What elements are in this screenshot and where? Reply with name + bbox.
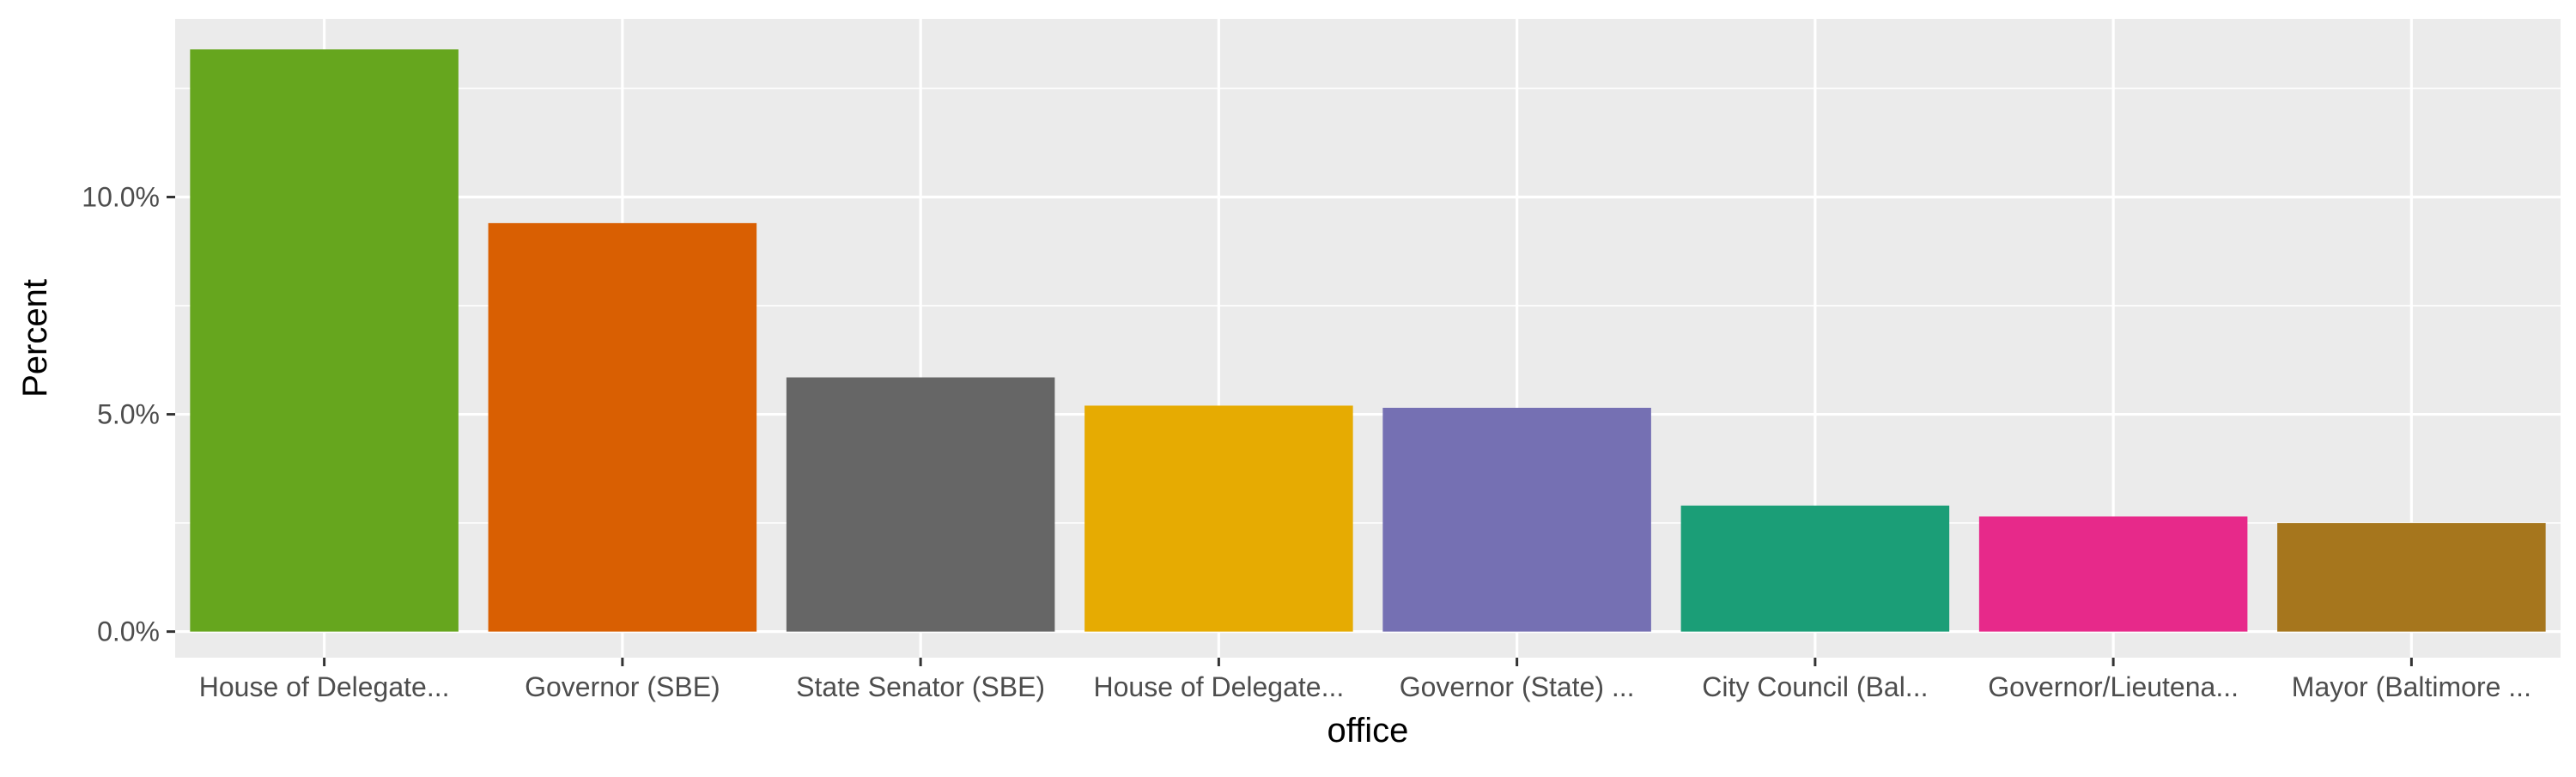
bar-3 xyxy=(786,377,1055,632)
x-tick-label: House of Delegate... xyxy=(199,671,450,702)
y-tick-label: 5.0% xyxy=(97,399,160,430)
x-tick-label: House of Delegate... xyxy=(1094,671,1345,702)
x-tick-label: Governor (SBE) xyxy=(525,671,720,702)
x-tick-label: City Council (Bal... xyxy=(1702,671,1928,702)
x-axis: House of Delegate... Governor (SBE) State … xyxy=(199,658,2531,702)
bar-4 xyxy=(1084,405,1353,632)
bar-7 xyxy=(1978,516,2248,632)
bar-6 xyxy=(1680,505,1950,632)
y-axis-title: Percent xyxy=(16,279,54,398)
x-tick-label: State Senator (SBE) xyxy=(796,671,1045,702)
x-tick-label: Mayor (Baltimore ... xyxy=(2292,671,2531,702)
x-tick-label: Governor/Lieutena... xyxy=(1988,671,2239,702)
bars-group xyxy=(190,49,2546,632)
x-axis-title: office xyxy=(1327,712,1409,750)
bar-2 xyxy=(488,222,757,632)
y-axis: 0.0% 5.0% 10.0% xyxy=(82,182,175,647)
bar-8 xyxy=(2277,523,2546,632)
bar-1 xyxy=(190,49,459,632)
y-tick-label: 0.0% xyxy=(97,616,160,647)
bar-5 xyxy=(1382,407,1651,632)
x-tick-label: Governor (State) ... xyxy=(1400,671,1635,702)
y-tick-label: 10.0% xyxy=(82,182,160,213)
